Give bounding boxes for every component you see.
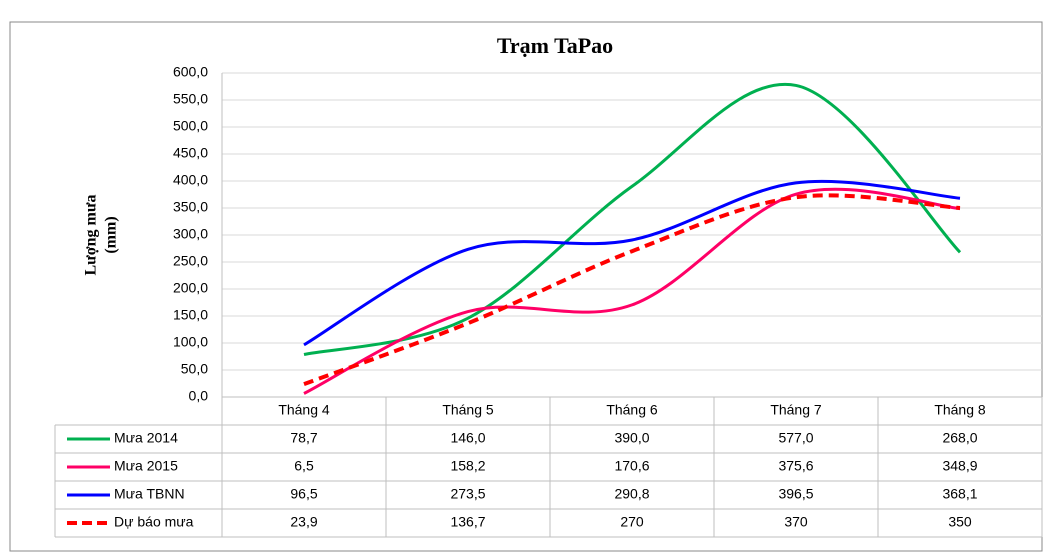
y-tick-label: 500,0 <box>173 118 208 134</box>
y-axis-title-line: (mm) <box>103 216 120 253</box>
series-line <box>303 179 961 347</box>
legend-label: Dự báo mưa <box>114 514 194 530</box>
x-tick-label: Tháng 5 <box>442 402 494 418</box>
y-tick-label: 200,0 <box>173 280 208 296</box>
table-value: 368,1 <box>942 486 977 502</box>
chart-border <box>9 21 1043 552</box>
series-line <box>303 187 961 395</box>
table-value: 158,2 <box>450 458 485 474</box>
table-value: 136,7 <box>450 514 485 530</box>
y-tick-label: 0,0 <box>189 388 209 404</box>
y-tick-label: 300,0 <box>173 226 208 242</box>
table-value: 273,5 <box>450 486 485 502</box>
y-tick-label: 100,0 <box>173 334 208 350</box>
chart-title: Trạm TaPao <box>497 33 613 58</box>
table-value: 390,0 <box>614 430 649 446</box>
x-tick-label: Tháng 4 <box>278 402 330 418</box>
table-value: 370 <box>784 514 808 530</box>
y-tick-label: 50,0 <box>181 361 208 377</box>
table-value: 290,8 <box>614 486 649 502</box>
y-tick-label: 150,0 <box>173 307 208 323</box>
y-tick-label: 350,0 <box>173 199 208 215</box>
table-value: 96,5 <box>290 486 317 502</box>
y-tick-label: 550,0 <box>173 91 208 107</box>
table-value: 268,0 <box>942 430 977 446</box>
table-value: 348,9 <box>942 458 977 474</box>
table-value: 146,0 <box>450 430 485 446</box>
series-line <box>303 82 962 356</box>
x-tick-label: Tháng 7 <box>770 402 822 418</box>
table-value: 375,6 <box>778 458 813 474</box>
y-tick-label: 450,0 <box>173 145 208 161</box>
table-value: 78,7 <box>290 430 317 446</box>
legend-label: Mưa 2015 <box>114 458 178 474</box>
y-tick-label: 600,0 <box>173 64 208 80</box>
table-value: 577,0 <box>778 430 813 446</box>
table-value: 23,9 <box>290 514 317 530</box>
y-tick-label: 400,0 <box>173 172 208 188</box>
y-axis-title: Lượng mưa (mm) <box>83 195 120 276</box>
x-tick-label: Tháng 6 <box>606 402 658 418</box>
table-value: 170,6 <box>614 458 649 474</box>
legend-label: Mưa 2014 <box>114 430 178 446</box>
table-value: 270 <box>620 514 644 530</box>
y-axis-title-line: Lượng mưa <box>83 195 100 276</box>
y-tick-label: 250,0 <box>173 253 208 269</box>
table-value: 350 <box>948 514 972 530</box>
table-value: 6,5 <box>294 458 314 474</box>
legend-label: Mưa TBNN <box>114 486 185 502</box>
table-value: 396,5 <box>778 486 813 502</box>
x-tick-label: Tháng 8 <box>934 402 986 418</box>
series-line <box>303 193 961 386</box>
